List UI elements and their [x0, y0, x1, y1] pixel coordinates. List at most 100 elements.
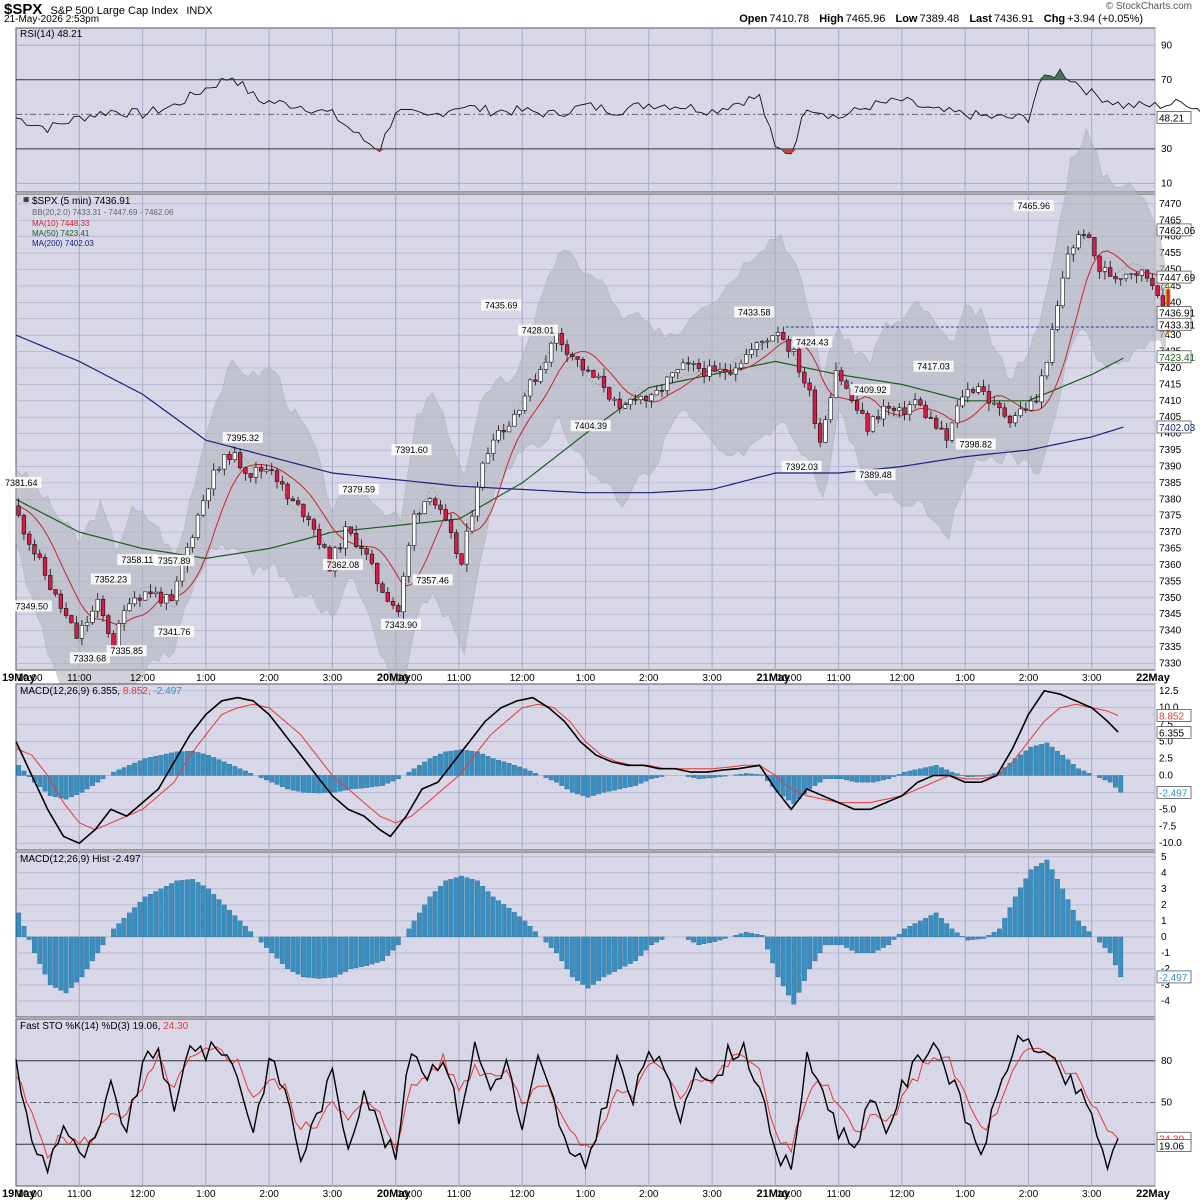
ma10-label: MA(10) 7448.33	[32, 219, 90, 228]
hist-bar	[68, 936, 74, 988]
macd-hist-bar	[195, 752, 201, 776]
bb-label: BB(20,2.0) 7433.31 - 7447.69 - 7462.06	[32, 208, 174, 217]
macd-hist-bar	[1060, 754, 1066, 776]
x-time-label: 11:00	[826, 673, 851, 684]
macd-hist-bar	[364, 775, 370, 788]
candle-body	[42, 557, 48, 576]
price-annotation: 7395.32	[226, 433, 259, 443]
candle-body	[702, 368, 707, 377]
last-price-value: 7436.91	[1159, 308, 1196, 319]
candle-body	[1113, 276, 1118, 280]
macd-hist-bar	[1018, 754, 1023, 776]
hist-bar	[332, 936, 338, 978]
hist-bar	[195, 882, 201, 938]
hist-bar	[1113, 936, 1118, 966]
price-annotation: 7398.82	[959, 440, 992, 450]
hist-bar	[933, 912, 939, 938]
hist-bar	[1076, 920, 1081, 938]
candle-body	[538, 369, 543, 382]
hist-bar	[559, 936, 565, 962]
macd-hist-bar	[796, 775, 802, 800]
hist-bar	[485, 891, 491, 938]
price-annotation: 7349.50	[16, 601, 49, 611]
macd-hist-bar	[438, 753, 443, 776]
candle-body	[401, 575, 406, 613]
hist-bar	[148, 894, 153, 938]
macd-hist-bar	[865, 775, 871, 783]
macd-hist-bar	[42, 775, 48, 792]
hist-bar	[638, 936, 644, 956]
macd-hist-bar	[285, 775, 290, 790]
candle-body	[1118, 278, 1123, 280]
candle-body	[744, 354, 749, 364]
candle-body	[812, 389, 818, 424]
candle-body	[85, 622, 90, 626]
candle-body	[860, 409, 865, 414]
macd-hist-bar	[480, 753, 486, 776]
hist-bar	[522, 920, 528, 938]
macd-hist-bar	[891, 775, 897, 777]
hist-bar	[712, 936, 718, 942]
candle-body	[844, 380, 849, 389]
x-time-label: 11:00	[67, 673, 92, 684]
hist-bar	[42, 936, 48, 975]
hist-bar	[859, 936, 865, 954]
macd-hist-bar	[200, 753, 206, 776]
rsi-line	[15, 68, 1200, 155]
hist-bar	[1081, 926, 1087, 938]
sto-tick-label: 80	[1161, 1056, 1173, 1067]
hist-bar	[469, 879, 475, 938]
hist-bar	[448, 879, 454, 938]
hist-bar	[902, 928, 907, 938]
candle-body	[222, 454, 227, 470]
hist-bar	[295, 936, 301, 975]
macd-hist-bar	[374, 775, 380, 787]
macd-hist-bar	[322, 775, 327, 794]
hist-bar	[126, 912, 132, 938]
hist-bar	[580, 936, 586, 985]
bb-upper-value-box	[1156, 223, 1192, 237]
candle-body	[854, 400, 860, 411]
macd-hist-bar	[849, 775, 855, 782]
candle-body	[575, 356, 580, 360]
macd-hist-bar	[242, 770, 248, 776]
x-time-label: 12:00	[510, 673, 535, 684]
hist-bar	[242, 926, 248, 938]
candle-body	[1007, 415, 1013, 424]
candle-body	[1039, 375, 1044, 403]
price-tick-label: 7340	[1159, 626, 1182, 637]
macd-signal-line	[15, 703, 1119, 831]
macd-hist-bar	[1070, 764, 1076, 776]
candle-body	[760, 341, 765, 343]
candle-body	[375, 562, 380, 585]
hist-bar	[158, 888, 164, 938]
candle-body	[459, 553, 464, 565]
hist-bar	[912, 923, 918, 938]
macd-value-box: 6.355	[1159, 728, 1184, 739]
macd-hist-bar	[422, 761, 428, 776]
macd-hist-bar	[417, 765, 422, 776]
macd-hist-bar	[543, 775, 549, 778]
rsi-overbought-fill	[1065, 78, 1071, 80]
macd-hist-bar	[685, 775, 691, 777]
hist-bar	[453, 877, 459, 938]
candle-body	[1044, 362, 1050, 377]
hist-bar	[917, 920, 923, 938]
hist-bar	[285, 936, 290, 970]
macd-hist-bar	[970, 775, 976, 777]
hist-bar	[90, 936, 95, 962]
price-tick-label: 7380	[1159, 494, 1182, 505]
macd-hist-bar	[142, 758, 148, 776]
macd-hist-bar	[717, 775, 723, 777]
candle-body	[201, 500, 206, 516]
candle-body	[622, 404, 628, 409]
hist-bar	[575, 936, 580, 981]
price-annotation: 7341.76	[158, 627, 191, 637]
candle-body	[870, 416, 876, 432]
hist-bar	[823, 936, 828, 946]
macd-hist-bar	[16, 765, 22, 776]
macd-hist-bar	[859, 775, 865, 783]
hist-bar	[169, 883, 174, 938]
candle-body	[106, 615, 111, 634]
x-time-label: 10:00	[777, 673, 802, 684]
